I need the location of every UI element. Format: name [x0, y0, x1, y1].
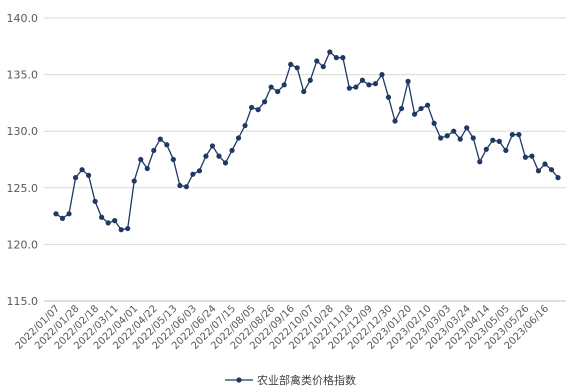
data-point [125, 225, 131, 232]
data-point [535, 168, 542, 174]
data-point [451, 128, 457, 134]
data-point [425, 102, 431, 108]
data-point [79, 167, 85, 173]
data-point [72, 175, 79, 181]
data-point [516, 131, 522, 138]
data-point [379, 72, 385, 78]
data-point [105, 220, 111, 226]
data-point [157, 136, 163, 142]
data-point [340, 55, 346, 61]
data-point [151, 147, 157, 154]
data-point [294, 65, 300, 71]
data-point [66, 211, 72, 217]
data-point [438, 135, 444, 141]
data-point [457, 136, 463, 142]
data-point [496, 138, 502, 144]
data-point [131, 178, 137, 184]
data-point [275, 88, 281, 95]
data-point [307, 77, 313, 83]
data-point [477, 159, 483, 165]
data-point [509, 131, 515, 138]
data-point [59, 215, 66, 221]
data-point [190, 171, 196, 177]
data-point [353, 84, 359, 90]
data-point [359, 77, 366, 83]
data-point [85, 172, 92, 178]
data-point [248, 104, 255, 111]
data-point [203, 153, 209, 159]
legend-label: 农业部禽类价格指数 [257, 373, 356, 387]
data-point [333, 55, 339, 61]
y-tick-label: 140.0 [7, 12, 39, 25]
data-point [314, 58, 320, 64]
data-point [196, 168, 203, 174]
data-point [229, 147, 235, 154]
data-point [301, 88, 307, 95]
data-point [503, 147, 509, 154]
data-point [398, 105, 405, 112]
data-point [262, 99, 268, 105]
data-point [170, 156, 176, 163]
data-point [483, 146, 489, 152]
data-point [366, 82, 372, 88]
data-point [281, 82, 287, 88]
data-point [411, 111, 418, 117]
data-point [183, 184, 189, 190]
data-point [346, 85, 352, 91]
y-tick-label: 130.0 [7, 125, 39, 138]
data-point [431, 120, 437, 126]
y-tick-label: 135.0 [7, 69, 39, 82]
data-point [529, 153, 535, 159]
data-point [235, 135, 242, 141]
data-point [222, 160, 229, 166]
data-point [392, 118, 398, 124]
y-tick-label: 125.0 [7, 182, 39, 195]
data-point [164, 142, 170, 148]
data-point [92, 198, 98, 204]
y-tick-label: 115.0 [7, 295, 39, 308]
data-point [444, 133, 450, 139]
data-point [209, 143, 216, 149]
legend-marker [236, 377, 242, 383]
data-point [490, 137, 496, 143]
data-point [53, 211, 59, 217]
data-point [138, 156, 144, 163]
data-point [320, 64, 326, 70]
data-point [464, 125, 470, 131]
data-point [99, 214, 105, 220]
data-point [548, 167, 555, 173]
data-point [555, 175, 561, 181]
data-point [144, 165, 150, 172]
data-point [242, 122, 248, 129]
data-point [372, 81, 379, 87]
y-tick-label: 120.0 [7, 238, 39, 251]
data-point [522, 154, 529, 160]
data-point [542, 161, 548, 167]
data-point [288, 61, 294, 68]
data-point [177, 182, 183, 189]
data-point [255, 107, 261, 113]
series-line [55, 50, 559, 231]
data-point [327, 49, 333, 55]
data-point [118, 227, 124, 233]
data-point [385, 94, 392, 100]
data-point [405, 78, 411, 84]
data-point [112, 218, 118, 224]
data-point [216, 153, 222, 159]
data-point [470, 135, 476, 141]
data-point [268, 84, 274, 90]
data-point [418, 105, 424, 112]
